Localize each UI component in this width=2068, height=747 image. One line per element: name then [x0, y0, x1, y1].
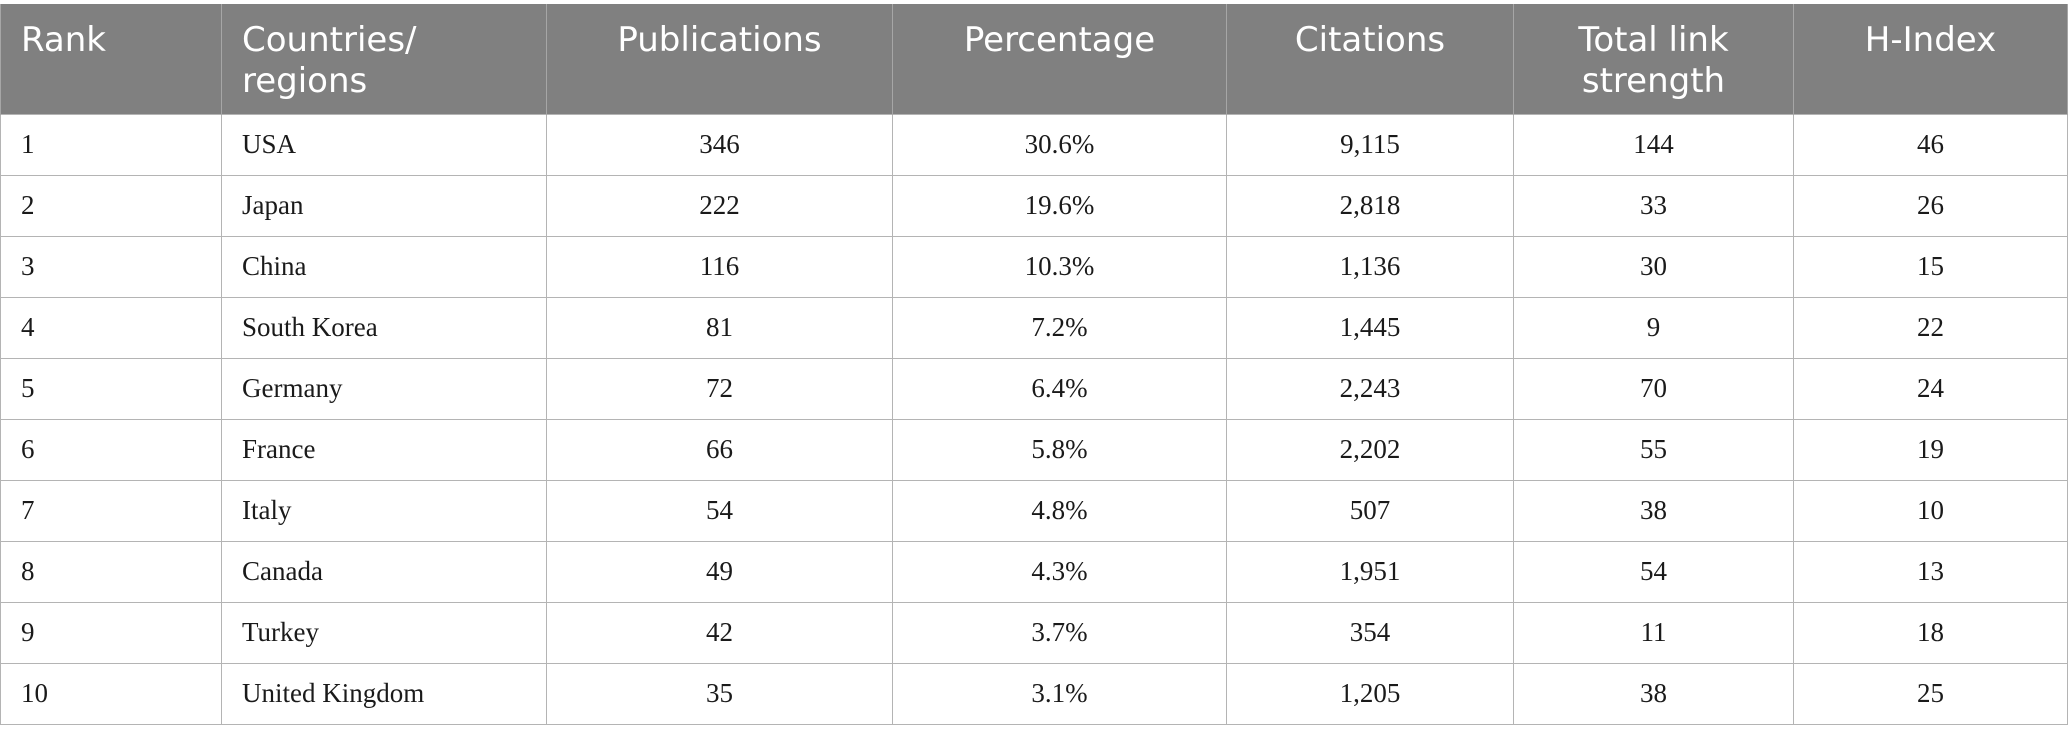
cell-citations: 354 [1226, 601, 1514, 664]
cell-percentage: 5.8% [892, 418, 1227, 481]
cell-total-link-strength: 55 [1513, 418, 1794, 481]
header-rank-text: Rank [21, 20, 106, 60]
cell-total-link-strength: 30 [1513, 235, 1794, 298]
header-publications: Publications [546, 4, 893, 114]
header-total-link-strength-text: Total link strength [1578, 20, 1729, 101]
header-percentage: Percentage [892, 4, 1227, 114]
cell-country: United Kingdom [221, 662, 547, 725]
header-rank: Rank [0, 4, 222, 114]
cell-citations: 507 [1226, 479, 1514, 542]
cell-citations: 1,445 [1226, 296, 1514, 359]
cell-h-index: 18 [1793, 601, 2068, 664]
cell-country: Italy [221, 479, 547, 542]
cell-country: Canada [221, 540, 547, 603]
table-row: 3 China 116 10.3% 1,136 30 15 [0, 235, 2068, 298]
header-countries-regions-text: Countries/ regions [242, 20, 417, 101]
cell-country: China [221, 235, 547, 298]
cell-rank: 10 [0, 662, 222, 725]
cell-percentage: 4.3% [892, 540, 1227, 603]
cell-rank: 1 [0, 113, 222, 176]
cell-publications: 222 [546, 174, 893, 237]
cell-total-link-strength: 38 [1513, 479, 1794, 542]
table-header: Rank Countries/ regions Publications Per… [0, 4, 2068, 114]
cell-country: Turkey [221, 601, 547, 664]
cell-rank: 5 [0, 357, 222, 420]
table-row: 8 Canada 49 4.3% 1,951 54 13 [0, 540, 2068, 603]
table-row: 9 Turkey 42 3.7% 354 11 18 [0, 601, 2068, 664]
cell-total-link-strength: 54 [1513, 540, 1794, 603]
cell-total-link-strength: 33 [1513, 174, 1794, 237]
cell-rank: 3 [0, 235, 222, 298]
header-publications-text: Publications [617, 20, 822, 60]
cell-h-index: 19 [1793, 418, 2068, 481]
cell-country: France [221, 418, 547, 481]
cell-total-link-strength: 144 [1513, 113, 1794, 176]
header-row: Rank Countries/ regions Publications Per… [0, 4, 2068, 114]
cell-publications: 54 [546, 479, 893, 542]
cell-percentage: 10.3% [892, 235, 1227, 298]
cell-h-index: 25 [1793, 662, 2068, 725]
cell-citations: 1,136 [1226, 235, 1514, 298]
header-total-link-strength: Total link strength [1513, 4, 1794, 114]
cell-percentage: 4.8% [892, 479, 1227, 542]
header-citations-text: Citations [1294, 20, 1446, 60]
cell-h-index: 24 [1793, 357, 2068, 420]
countries-table: Rank Countries/ regions Publications Per… [0, 4, 2068, 725]
table-row: 4 South Korea 81 7.2% 1,445 9 22 [0, 296, 2068, 359]
cell-publications: 81 [546, 296, 893, 359]
table-row: 7 Italy 54 4.8% 507 38 10 [0, 479, 2068, 542]
cell-citations: 2,818 [1226, 174, 1514, 237]
cell-citations: 2,202 [1226, 418, 1514, 481]
header-h-index: H-Index [1793, 4, 2068, 114]
cell-percentage: 7.2% [892, 296, 1227, 359]
cell-citations: 2,243 [1226, 357, 1514, 420]
cell-country: USA [221, 113, 547, 176]
cell-rank: 8 [0, 540, 222, 603]
header-percentage-text: Percentage [963, 20, 1156, 60]
cell-publications: 72 [546, 357, 893, 420]
table-row: 10 United Kingdom 35 3.1% 1,205 38 25 [0, 662, 2068, 725]
cell-citations: 9,115 [1226, 113, 1514, 176]
cell-total-link-strength: 11 [1513, 601, 1794, 664]
table-row: 1 USA 346 30.6% 9,115 144 46 [0, 113, 2068, 176]
cell-h-index: 13 [1793, 540, 2068, 603]
cell-rank: 6 [0, 418, 222, 481]
table-row: 6 France 66 5.8% 2,202 55 19 [0, 418, 2068, 481]
cell-publications: 346 [546, 113, 893, 176]
cell-country: South Korea [221, 296, 547, 359]
cell-percentage: 3.7% [892, 601, 1227, 664]
cell-h-index: 26 [1793, 174, 2068, 237]
cell-percentage: 30.6% [892, 113, 1227, 176]
header-citations: Citations [1226, 4, 1514, 114]
cell-rank: 4 [0, 296, 222, 359]
cell-publications: 66 [546, 418, 893, 481]
cell-citations: 1,205 [1226, 662, 1514, 725]
cell-citations: 1,951 [1226, 540, 1514, 603]
cell-h-index: 46 [1793, 113, 2068, 176]
cell-total-link-strength: 38 [1513, 662, 1794, 725]
table-body: 1 USA 346 30.6% 9,115 144 46 2 Japan 222 19.6% 2,81… [0, 113, 2068, 725]
cell-percentage: 6.4% [892, 357, 1227, 420]
cell-h-index: 22 [1793, 296, 2068, 359]
cell-rank: 7 [0, 479, 222, 542]
cell-publications: 49 [546, 540, 893, 603]
header-countries-regions: Countries/ regions [221, 4, 547, 114]
cell-h-index: 15 [1793, 235, 2068, 298]
cell-country: Germany [221, 357, 547, 420]
table-row: 2 Japan 222 19.6% 2,818 33 26 [0, 174, 2068, 237]
header-h-index-text: H-Index [1864, 20, 1997, 60]
cell-publications: 116 [546, 235, 893, 298]
cell-total-link-strength: 9 [1513, 296, 1794, 359]
cell-percentage: 3.1% [892, 662, 1227, 725]
cell-total-link-strength: 70 [1513, 357, 1794, 420]
cell-country: Japan [221, 174, 547, 237]
cell-rank: 2 [0, 174, 222, 237]
cell-h-index: 10 [1793, 479, 2068, 542]
table-row: 5 Germany 72 6.4% 2,243 70 24 [0, 357, 2068, 420]
cell-publications: 35 [546, 662, 893, 725]
cell-rank: 9 [0, 601, 222, 664]
cell-percentage: 19.6% [892, 174, 1227, 237]
cell-publications: 42 [546, 601, 893, 664]
